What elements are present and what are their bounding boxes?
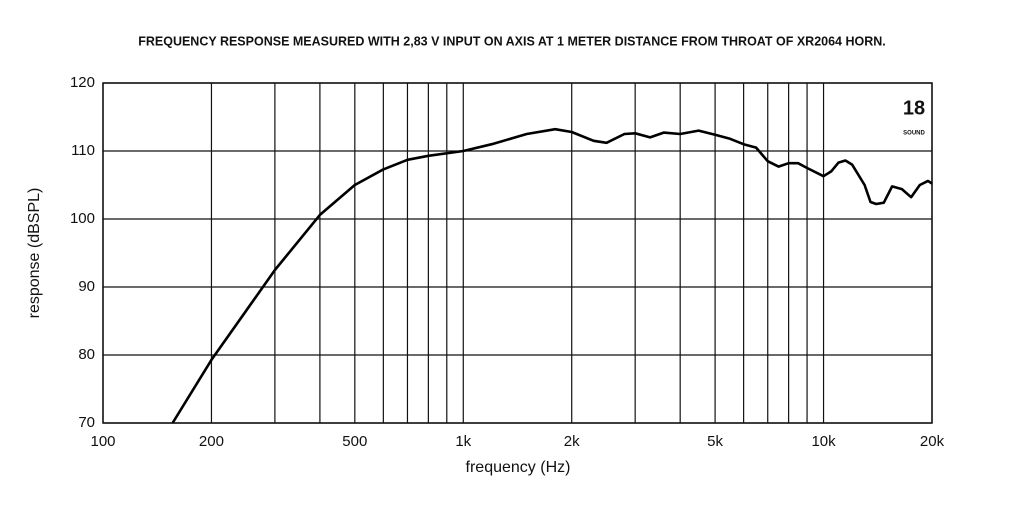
y-tick-label: 100: [70, 210, 95, 227]
x-tick-label: 10k: [811, 433, 836, 450]
x-tick-label: 2k: [564, 433, 580, 450]
y-tick-label: 110: [71, 142, 95, 159]
x-tick-label: 1k: [455, 433, 471, 450]
plot-frame: [102, 82, 933, 424]
x-tick-label: 500: [342, 433, 367, 450]
x-tick-label: 20k: [920, 433, 945, 450]
response-curve: [171, 127, 933, 424]
x-tick-label: 100: [90, 433, 115, 450]
logo: 18 SOUND: [903, 97, 926, 136]
logo-text: SOUND: [903, 131, 925, 137]
x-tick-label: 5k: [707, 433, 723, 450]
y-axis-label: response (dBSPL): [26, 188, 43, 319]
logo-number: 18: [903, 97, 925, 119]
x-axis-label: frequency (Hz): [466, 459, 571, 476]
y-tick-label: 80: [78, 346, 95, 363]
y-tick-label: 120: [70, 74, 95, 91]
chart-title: FREQUENCY RESPONSE MEASURED WITH 2,83 V …: [138, 34, 886, 48]
x-tick-label: 200: [199, 433, 224, 450]
y-tick-label: 90: [78, 278, 95, 295]
y-tick-label: 70: [78, 414, 95, 431]
